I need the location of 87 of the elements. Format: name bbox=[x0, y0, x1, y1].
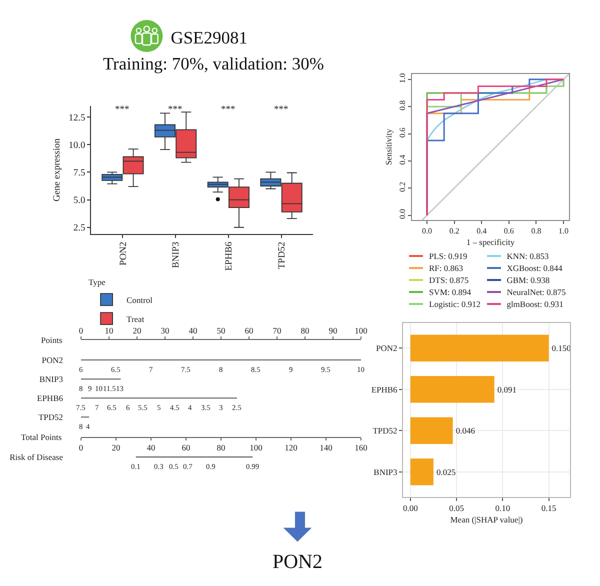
x-tick-label: 60 bbox=[244, 325, 254, 336]
x-tick-label: TPD52 bbox=[277, 241, 288, 270]
legend-label: GBM: 0.938 bbox=[506, 274, 550, 285]
y-tick-label: PON2 bbox=[376, 343, 398, 354]
x-tick-label: 70 bbox=[272, 325, 282, 336]
y-axis-title: Gene expression bbox=[52, 138, 63, 202]
x-tick-label: 30 bbox=[160, 325, 170, 336]
data-label: 0.046 bbox=[456, 426, 475, 436]
y-tick-label: TPD52 bbox=[372, 426, 398, 436]
y-tick-label: 12.5 bbox=[68, 113, 86, 124]
legend-label: Logistic: 0.912 bbox=[429, 298, 480, 309]
x2-tick-label: 140 bbox=[320, 442, 332, 453]
x-tick-label: BNIP3 bbox=[172, 241, 182, 268]
y-tick-label: 2.5 bbox=[73, 224, 86, 234]
x-tick-label: 0 bbox=[78, 325, 84, 336]
text: Training: 70%, validation: 30% bbox=[102, 54, 324, 74]
x2-tick-label: 160 bbox=[354, 442, 368, 453]
x-tick-label: 50 bbox=[216, 325, 226, 336]
x-tick-label: 40 bbox=[188, 325, 198, 336]
x-tick-label: 0.2 bbox=[449, 226, 460, 236]
x-tick-label: 0.6 bbox=[504, 226, 514, 236]
legend-label: DTS: 0.875 bbox=[429, 274, 469, 285]
legend-label: KNN: 0.853 bbox=[506, 250, 549, 261]
legend-label: Treat bbox=[126, 314, 145, 324]
x-tick-label: 0.00 bbox=[402, 503, 418, 514]
x-tick-label: PON2 bbox=[118, 241, 129, 266]
bar bbox=[410, 417, 453, 444]
y-tick-label: 0.2 bbox=[398, 182, 407, 192]
y-tick-label: 7.5 bbox=[73, 168, 86, 179]
y-tick-label: EPHB6 bbox=[37, 393, 63, 404]
x2-tick-label: 80 bbox=[216, 442, 226, 453]
legend-label: Control bbox=[126, 294, 154, 305]
annotation: *** bbox=[221, 105, 236, 115]
x-tick-label: 0.0 bbox=[422, 226, 432, 236]
y-tick-label: EPHB6 bbox=[371, 384, 398, 394]
legend-label: glmBoost: 0.931 bbox=[506, 298, 564, 309]
legend-label: RF: 0.863 bbox=[429, 262, 464, 273]
y-tick-label: BNIP3 bbox=[39, 374, 63, 384]
y-tick-label: 0.6 bbox=[398, 128, 407, 138]
y-tick-label: Risk of Disease bbox=[10, 452, 64, 462]
legend-label: XGBoost: 0.844 bbox=[506, 262, 562, 273]
x2-tick-label: 0 bbox=[78, 442, 84, 453]
y-tick-label: 0.8 bbox=[398, 100, 407, 110]
x-tick-label: 80 bbox=[300, 325, 310, 336]
y-tick-label: 0.0 bbox=[398, 209, 407, 220]
bar bbox=[410, 334, 549, 362]
x2-axis-title: Total Points bbox=[21, 432, 62, 442]
bar bbox=[410, 458, 434, 486]
x-tick-label: 20 bbox=[132, 325, 142, 336]
x-axis-title: 1 – specificity bbox=[466, 237, 516, 247]
text: PON2 bbox=[272, 551, 323, 573]
x-tick-label: 0.05 bbox=[449, 503, 464, 514]
x2-tick-label: 20 bbox=[112, 442, 120, 453]
annotation: *** bbox=[115, 105, 130, 115]
x-tick-label: 100 bbox=[354, 325, 368, 336]
x-tick-label: 0.15 bbox=[541, 503, 556, 514]
x-tick-label: 90 bbox=[328, 325, 338, 336]
x-tick-label: 1.0 bbox=[558, 226, 569, 236]
legend-title: Type bbox=[88, 277, 106, 288]
bar bbox=[410, 376, 494, 403]
y-axis-title: Sensitivity bbox=[383, 128, 394, 166]
y-tick-label: BNIP3 bbox=[374, 466, 398, 477]
text: GSE29081 bbox=[170, 28, 248, 48]
y-tick-label: 1.0 bbox=[398, 73, 407, 84]
x2-tick-label: 40 bbox=[146, 442, 156, 453]
legend-label: NeuralNet: 0.875 bbox=[506, 286, 566, 297]
x2-tick-label: 120 bbox=[284, 442, 298, 453]
x-axis-title: Mean (|SHAP value|) bbox=[450, 514, 523, 525]
x-tick-label: 10 bbox=[104, 325, 114, 336]
x-axis-title: Points bbox=[41, 335, 62, 345]
y-tick-label: 0.4 bbox=[398, 154, 407, 165]
annotation: *** bbox=[274, 105, 288, 115]
y-tick-label: 5.0 bbox=[73, 196, 86, 206]
y-tick-label: PON2 bbox=[42, 354, 63, 365]
x-tick-label: EPHB6 bbox=[224, 241, 235, 271]
legend-label: PLS: 0.919 bbox=[429, 250, 468, 261]
annotation: *** bbox=[168, 105, 182, 115]
legend-label: SVM: 0.894 bbox=[429, 286, 472, 297]
data-label: 0.091 bbox=[497, 384, 516, 394]
x2-tick-label: 100 bbox=[250, 442, 262, 453]
y-tick-label: TPD52 bbox=[38, 412, 63, 422]
y-tick-label: 10.0 bbox=[68, 140, 86, 151]
x-tick-label: 0.4 bbox=[476, 226, 487, 236]
x2-tick-label: 60 bbox=[182, 442, 190, 453]
data-label: 0.025 bbox=[436, 466, 456, 477]
x-tick-label: 0.8 bbox=[531, 226, 542, 236]
x-tick-label: 0.10 bbox=[495, 503, 510, 514]
